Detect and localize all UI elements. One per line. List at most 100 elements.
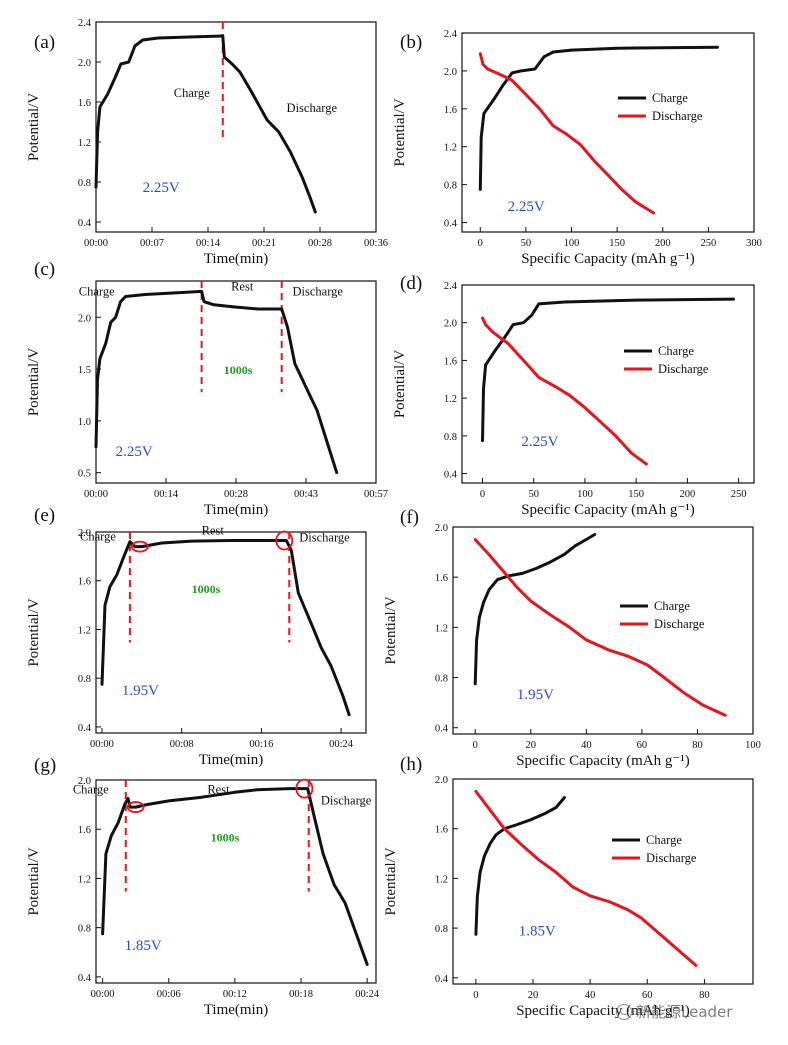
legend-label-charge: Charge xyxy=(654,599,690,613)
x-tick-label: 00:24 xyxy=(329,739,354,750)
y-tick-label: 1.2 xyxy=(78,874,91,885)
x-tick-label: 00:21 xyxy=(252,238,276,249)
x-tick-label: 80 xyxy=(699,990,710,1001)
panel-label: (b) xyxy=(400,32,422,53)
x-tick-label: 00:00 xyxy=(84,489,108,500)
legend: Charge Discharge xyxy=(620,599,705,631)
cutoff-voltage-label: 1.95V xyxy=(517,687,554,703)
annotation-charge: Charge xyxy=(79,285,115,299)
rest-duration-label: 1000s xyxy=(224,363,253,377)
y-tick-label: 0.4 xyxy=(444,470,458,481)
panel-d: (d) 0.4 0.8 1.2 1.6 2.0 2.4 0 50 100 150 200 250 Spec… xyxy=(392,273,755,518)
x-tick-label: 0 xyxy=(473,990,478,1001)
y-tick-label: 2.0 xyxy=(78,776,91,787)
y-tick-label: 0.4 xyxy=(444,219,458,230)
series-charge xyxy=(481,297,735,443)
cutoff-voltage-label: 1.85V xyxy=(519,924,556,940)
y-axis-title: Potential/V xyxy=(392,350,408,418)
highlight-marker xyxy=(275,530,294,551)
x-axis-title: Specific Capacity (mAh g⁻¹) xyxy=(516,753,690,769)
series-charge xyxy=(473,533,597,686)
cutoff-voltage-label: 2.25V xyxy=(508,199,545,215)
y-tick-label: 2.0 xyxy=(435,775,448,786)
watermark-text: 新能源Leader xyxy=(636,1003,733,1021)
y-tick-label: 1.2 xyxy=(78,138,91,149)
y-axis-title: Potential/V xyxy=(383,847,399,915)
x-tick-label: 00:00 xyxy=(91,989,115,1000)
x-axis-title: Time(min) xyxy=(204,251,268,267)
wechat-icon xyxy=(616,1003,632,1020)
series-discharge xyxy=(474,789,698,967)
highlight-marker xyxy=(130,540,149,553)
legend-label-discharge: Discharge xyxy=(654,617,705,631)
plot-frame xyxy=(461,32,755,233)
series-charge xyxy=(478,45,719,191)
x-tick-label: 60 xyxy=(637,740,648,751)
y-tick-label: 0.4 xyxy=(78,723,92,734)
rest-duration-label: 1000s xyxy=(192,582,221,596)
y-axis-title: Potential/V xyxy=(26,348,42,416)
x-tick-label: 60 xyxy=(642,990,653,1001)
panel-b: (b) 0.4 0.8 1.2 1.6 2.0 2.4 0 50 100 150 200 250 300 S… xyxy=(392,29,762,267)
x-tick-label: 150 xyxy=(609,238,625,249)
panel-h: (h) 0.4 0.8 1.2 1.6 2.0 0 20 40 60 80 Specific Capa… xyxy=(383,754,754,1019)
annotation-rest: Rest xyxy=(231,279,254,293)
x-tick-label: 200 xyxy=(680,489,696,500)
y-tick-label: 1.6 xyxy=(78,825,91,836)
cutoff-voltage-label: 2.25V xyxy=(143,180,180,196)
legend: Charge Discharge xyxy=(618,91,703,123)
y-tick-label: 2.0 xyxy=(78,58,91,69)
x-tick-label: 00:00 xyxy=(84,238,108,249)
legend-label-discharge: Discharge xyxy=(646,851,697,865)
x-tick-label: 80 xyxy=(692,740,703,751)
legend-label-discharge: Discharge xyxy=(652,109,703,123)
annotation-charge: Charge xyxy=(80,530,116,544)
y-tick-label: 1.0 xyxy=(78,417,91,428)
y-tick-label: 2.0 xyxy=(444,319,457,330)
x-tick-label: 250 xyxy=(701,238,717,249)
y-tick-label: 1.2 xyxy=(78,625,91,636)
panel-a: (a) 0.4 0.8 1.2 1.6 2.0 2.4 00:00 00:07 00:14 00:2… xyxy=(26,18,388,267)
panel-label: (f) xyxy=(400,507,419,528)
annotation-charge: Charge xyxy=(73,783,109,797)
y-tick-label: 2.0 xyxy=(78,528,91,539)
panel-f: (f) 0.4 0.8 1.2 1.6 2.0 0 20 40 60 80 100 Specific C… xyxy=(383,507,761,769)
x-tick-label: 00:14 xyxy=(154,489,179,500)
x-axis-title: Time(min) xyxy=(199,752,263,768)
panel-c: (c) 0.5 1.0 1.5 2.0 00:00 00:14 00:28 00:43 00:57… xyxy=(26,259,388,518)
plot-frame xyxy=(461,284,755,484)
y-axis-title: Potential/V xyxy=(383,596,399,664)
legend-label-discharge: Discharge xyxy=(658,362,709,376)
x-tick-label: 00:06 xyxy=(157,989,181,1000)
y-tick-label: 0.8 xyxy=(444,432,457,443)
panel-label: (d) xyxy=(400,273,422,294)
watermark: 新能源Leader xyxy=(616,1001,732,1022)
panel-e: (e) 0.4 0.8 1.2 1.6 2.0 00:00 00:08 00:16 00:24 Ti… xyxy=(26,505,367,768)
legend-label-charge: Charge xyxy=(652,91,688,105)
x-tick-label: 00:08 xyxy=(170,739,194,750)
series-potential xyxy=(101,787,369,966)
annotation-rest: Rest xyxy=(202,523,225,537)
annotation-discharge: Discharge xyxy=(299,531,350,545)
legend: Charge Discharge xyxy=(612,833,697,865)
cutoff-voltage-label: 1.85V xyxy=(125,938,162,954)
y-axis-title: Potential/V xyxy=(26,93,42,161)
x-tick-label: 00:28 xyxy=(224,489,248,500)
x-tick-label: 50 xyxy=(528,489,539,500)
rest-duration-label: 1000s xyxy=(211,831,240,845)
legend: Charge Discharge xyxy=(624,344,709,376)
x-axis-title: Time(min) xyxy=(204,502,268,518)
x-tick-label: 200 xyxy=(655,238,671,249)
annotation-charge: Charge xyxy=(174,86,210,100)
y-tick-label: 0.8 xyxy=(444,181,457,192)
x-tick-label: 0 xyxy=(473,740,478,751)
x-tick-label: 00:12 xyxy=(223,989,247,1000)
plot-frame xyxy=(95,779,377,984)
x-tick-label: 00:14 xyxy=(196,238,221,249)
x-tick-label: 20 xyxy=(526,740,537,751)
series-potential xyxy=(94,34,317,214)
x-tick-label: 150 xyxy=(628,489,644,500)
series-potential xyxy=(94,289,339,475)
highlight-marker xyxy=(126,801,145,813)
panel-label: (e) xyxy=(34,505,55,526)
